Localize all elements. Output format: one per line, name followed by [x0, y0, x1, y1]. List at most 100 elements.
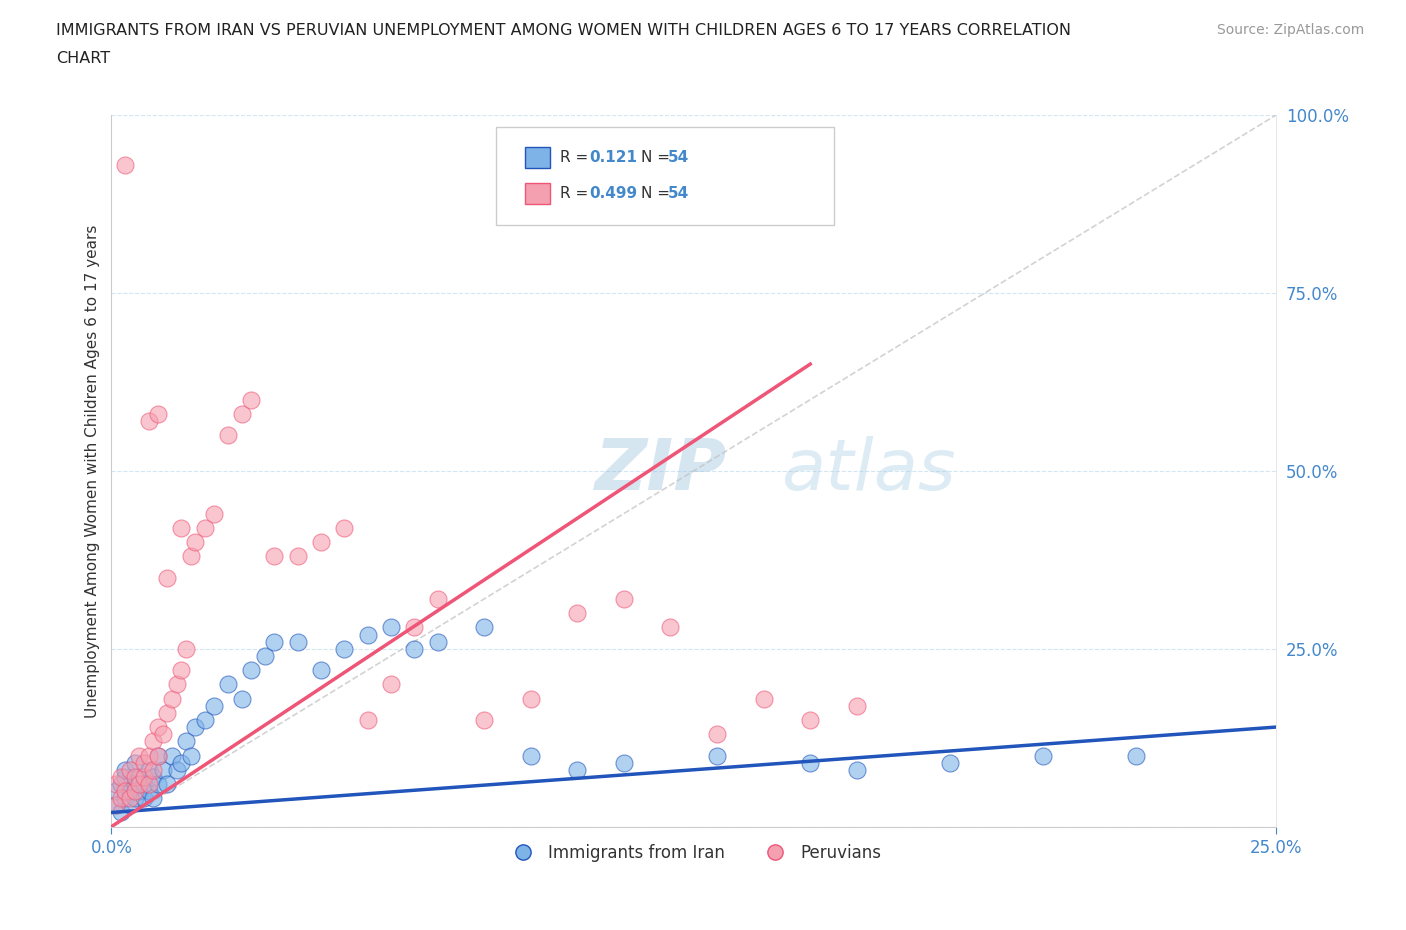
Text: 54: 54	[668, 186, 689, 201]
Text: CHART: CHART	[56, 51, 110, 66]
Point	[114, 784, 136, 799]
Point	[166, 763, 188, 777]
Point	[146, 406, 169, 421]
Point	[184, 720, 207, 735]
Bar	[524, 182, 551, 204]
Point	[128, 748, 150, 763]
Text: 0.121: 0.121	[589, 151, 637, 166]
Point	[180, 748, 202, 763]
Point	[939, 755, 962, 770]
Point	[287, 549, 309, 564]
Point	[146, 720, 169, 735]
Point	[567, 763, 589, 777]
Point	[263, 549, 285, 564]
Point	[118, 790, 141, 805]
Point	[231, 406, 253, 421]
Point	[254, 648, 277, 663]
Point	[472, 712, 495, 727]
Point	[263, 634, 285, 649]
Point	[138, 777, 160, 791]
Bar	[524, 147, 551, 168]
Point	[124, 790, 146, 805]
Text: Source: ZipAtlas.com: Source: ZipAtlas.com	[1216, 23, 1364, 37]
Point	[128, 777, 150, 791]
Text: atlas: atlas	[782, 436, 956, 505]
Point	[404, 642, 426, 657]
Point	[160, 748, 183, 763]
Point	[706, 726, 728, 741]
Point	[202, 506, 225, 521]
Point	[472, 620, 495, 635]
Point	[105, 777, 128, 791]
Point	[1032, 748, 1054, 763]
Point	[124, 784, 146, 799]
Point	[156, 705, 179, 720]
Point	[404, 620, 426, 635]
Point	[132, 769, 155, 784]
Point	[174, 734, 197, 749]
Point	[170, 755, 193, 770]
Point	[309, 663, 332, 678]
Point	[114, 763, 136, 777]
Point	[240, 663, 263, 678]
Point	[170, 663, 193, 678]
Point	[105, 798, 128, 813]
Point	[114, 790, 136, 805]
Point	[217, 428, 239, 443]
Legend: Immigrants from Iran, Peruvians: Immigrants from Iran, Peruvians	[499, 837, 887, 869]
Point	[142, 790, 165, 805]
Point	[142, 769, 165, 784]
Point	[231, 691, 253, 706]
Point	[356, 627, 378, 642]
Point	[613, 591, 636, 606]
Point	[128, 784, 150, 799]
Point	[659, 620, 682, 635]
FancyBboxPatch shape	[496, 127, 834, 225]
Point	[309, 535, 332, 550]
Point	[138, 414, 160, 429]
Point	[124, 769, 146, 784]
Point	[118, 798, 141, 813]
Point	[170, 521, 193, 536]
Text: 0.499: 0.499	[589, 186, 637, 201]
Point	[114, 157, 136, 172]
Text: ZIP: ZIP	[595, 436, 727, 505]
Point	[138, 784, 160, 799]
Point	[799, 712, 821, 727]
Point	[132, 755, 155, 770]
Point	[519, 748, 541, 763]
Point	[105, 784, 128, 799]
Point	[356, 712, 378, 727]
Point	[240, 392, 263, 407]
Point	[146, 748, 169, 763]
Point	[110, 805, 132, 820]
Point	[613, 755, 636, 770]
Y-axis label: Unemployment Among Women with Children Ages 6 to 17 years: Unemployment Among Women with Children A…	[86, 224, 100, 718]
Point	[333, 642, 356, 657]
Point	[110, 790, 132, 805]
Point	[142, 763, 165, 777]
Point	[380, 620, 402, 635]
Point	[124, 755, 146, 770]
Point	[426, 591, 449, 606]
Point	[380, 677, 402, 692]
Point	[156, 777, 179, 791]
Point	[752, 691, 775, 706]
Point	[105, 798, 128, 813]
Point	[118, 784, 141, 799]
Text: N =: N =	[641, 151, 671, 166]
Point	[114, 769, 136, 784]
Point	[160, 691, 183, 706]
Point	[1125, 748, 1147, 763]
Point	[180, 549, 202, 564]
Point	[142, 734, 165, 749]
Point	[152, 763, 174, 777]
Point	[138, 748, 160, 763]
Point	[146, 777, 169, 791]
Point	[845, 763, 868, 777]
Point	[132, 777, 155, 791]
Text: IMMIGRANTS FROM IRAN VS PERUVIAN UNEMPLOYMENT AMONG WOMEN WITH CHILDREN AGES 6 T: IMMIGRANTS FROM IRAN VS PERUVIAN UNEMPLO…	[56, 23, 1071, 38]
Point	[194, 521, 217, 536]
Point	[194, 712, 217, 727]
Point	[426, 634, 449, 649]
